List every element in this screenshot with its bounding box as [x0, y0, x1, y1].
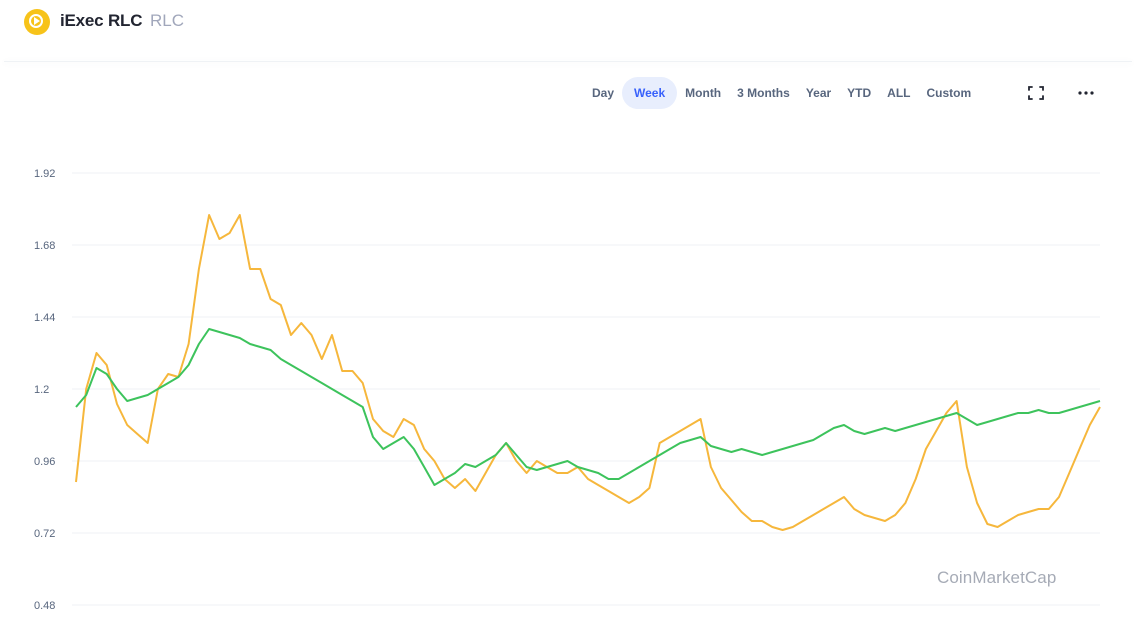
time-range-selector: Day Week Month 3 Months Year YTD ALL Cus…	[584, 77, 979, 109]
range-year-button[interactable]: Year	[805, 86, 832, 100]
range-day-button[interactable]: Day	[592, 86, 615, 100]
coin-name: iExec RLC	[60, 11, 143, 30]
y-tick-label: 1.44	[34, 312, 55, 324]
price-chart[interactable]: 1.92 1.68 1.44 1.2 0.96 0.72 0.48	[0, 150, 1136, 630]
y-tick-label: 0.72	[34, 528, 55, 540]
price-series-line	[75, 214, 1101, 531]
iexec-logo-icon	[24, 9, 50, 35]
price-chart-svg: 1.92 1.68 1.44 1.2 0.96 0.72 0.48	[34, 168, 1101, 612]
y-tick-label: 1.92	[34, 168, 55, 180]
coinmarketcap-watermark: CoinMarketCap	[937, 568, 1057, 587]
y-tick-label: 0.48	[34, 600, 55, 612]
chart-header: iExec RLC RLC	[0, 0, 1136, 58]
y-tick-label: 1.2	[34, 384, 49, 396]
range-month-button[interactable]: Month	[685, 86, 722, 100]
coin-symbol: RLC	[150, 11, 185, 30]
fullscreen-icon[interactable]	[1027, 85, 1045, 101]
y-tick-label: 0.96	[34, 456, 55, 468]
range-custom-button[interactable]: Custom	[926, 86, 972, 100]
header-divider	[4, 61, 1132, 62]
range-all-button[interactable]: ALL	[887, 86, 911, 100]
market-series-line	[75, 328, 1101, 486]
more-options-icon[interactable]	[1076, 85, 1096, 101]
range-3-months-button[interactable]: 3 Months	[737, 86, 790, 100]
y-tick-label: 1.68	[34, 240, 55, 252]
range-week-button[interactable]: Week	[622, 77, 678, 109]
range-ytd-button[interactable]: YTD	[847, 86, 872, 100]
